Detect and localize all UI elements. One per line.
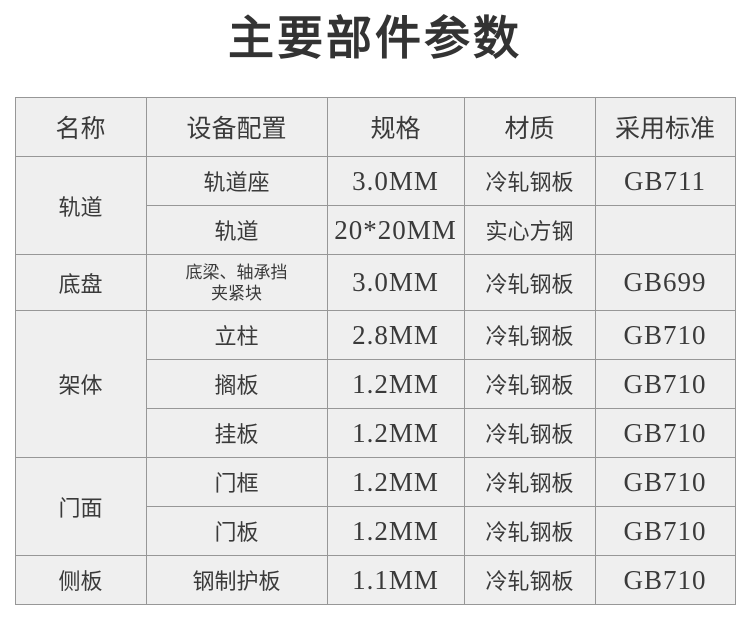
cell-spec: 2.8MM (326, 310, 465, 360)
config-line-2: 夹紧块 (211, 283, 262, 303)
cell-material: 实心方钢 (463, 205, 596, 255)
cell-standard: GB710 (594, 359, 736, 409)
cell-config: 挂板 (145, 408, 328, 458)
cell-spec: 3.0MM (326, 156, 465, 206)
cell-standard: GB699 (594, 254, 736, 311)
config-line-1: 底梁、轴承挡 (185, 262, 288, 282)
cell-config: 搁板 (145, 359, 328, 409)
cell-material: 冷轧钢板 (463, 555, 596, 605)
cell-spec: 3.0MM (326, 254, 465, 311)
cell-config: 轨道 (145, 205, 328, 255)
cell-standard: GB710 (594, 506, 736, 556)
header-standard: 采用标准 (594, 97, 736, 157)
cell-config: 钢制护板 (145, 555, 328, 605)
cell-material: 冷轧钢板 (463, 457, 596, 507)
group-name-frame: 架体 (14, 310, 147, 458)
table-row: 轨道 轨道座 3.0MM 冷轧钢板 GB711 (14, 156, 736, 255)
group-name-side: 侧板 (14, 555, 147, 605)
group-name-track: 轨道 (14, 156, 147, 255)
spec-table: 名称 设备配置 规格 材质 采用标准 轨道 轨道座 3.0MM 冷轧钢板 GB7… (14, 97, 736, 605)
table-row: 搁板 1.2MM 冷轧钢板 GB710 (15, 359, 736, 409)
header-spec: 规格 (326, 97, 465, 157)
table-row: 架体 立柱 2.8MM 冷轧钢板 GB710 (14, 310, 736, 458)
page: 主要部件参数 名称 设备配置 规格 材质 采用标准 轨道 轨道座 3.0MM 冷… (0, 12, 750, 642)
table-row: 挂板 1.2MM 冷轧钢板 GB710 (15, 408, 736, 458)
cell-spec: 1.2MM (326, 359, 465, 409)
group-name-door: 门面 (14, 457, 147, 556)
cell-standard: GB710 (594, 555, 736, 605)
group-name-chassis: 底盘 (14, 254, 147, 311)
table-row: 侧板 钢制护板 1.1MM 冷轧钢板 GB710 (14, 555, 736, 605)
table-row: 底盘 底梁、轴承挡 夹紧块 3.0MM 冷轧钢板 GB699 (14, 254, 736, 311)
header-material: 材质 (463, 97, 596, 157)
cell-standard: GB711 (594, 156, 736, 206)
cell-spec: 1.1MM (326, 555, 465, 605)
cell-config: 门板 (145, 506, 328, 556)
cell-standard (594, 205, 736, 255)
cell-spec: 1.2MM (326, 506, 465, 556)
cell-material: 冷轧钢板 (463, 156, 596, 206)
cell-config: 门框 (145, 457, 328, 507)
header-name: 名称 (14, 97, 147, 157)
cell-material: 冷轧钢板 (463, 254, 596, 311)
cell-config: 底梁、轴承挡 夹紧块 (145, 254, 328, 311)
page-title: 主要部件参数 (228, 12, 522, 64)
cell-config: 立柱 (145, 310, 328, 360)
cell-spec: 20*20MM (326, 205, 465, 255)
cell-material: 冷轧钢板 (463, 310, 596, 360)
table-header-row: 名称 设备配置 规格 材质 采用标准 (14, 97, 736, 157)
cell-spec: 1.2MM (326, 457, 465, 507)
cell-config: 轨道座 (145, 156, 328, 206)
cell-material: 冷轧钢板 (463, 506, 596, 556)
cell-standard: GB710 (594, 408, 736, 458)
cell-spec: 1.2MM (326, 408, 465, 458)
table-row: 门面 门框 1.2MM 冷轧钢板 GB710 (14, 457, 736, 556)
header-config: 设备配置 (145, 97, 328, 157)
cell-standard: GB710 (594, 457, 736, 507)
table-row: 门板 1.2MM 冷轧钢板 GB710 (15, 506, 736, 556)
cell-material: 冷轧钢板 (463, 408, 596, 458)
cell-standard: GB710 (594, 310, 736, 360)
cell-material: 冷轧钢板 (463, 359, 596, 409)
